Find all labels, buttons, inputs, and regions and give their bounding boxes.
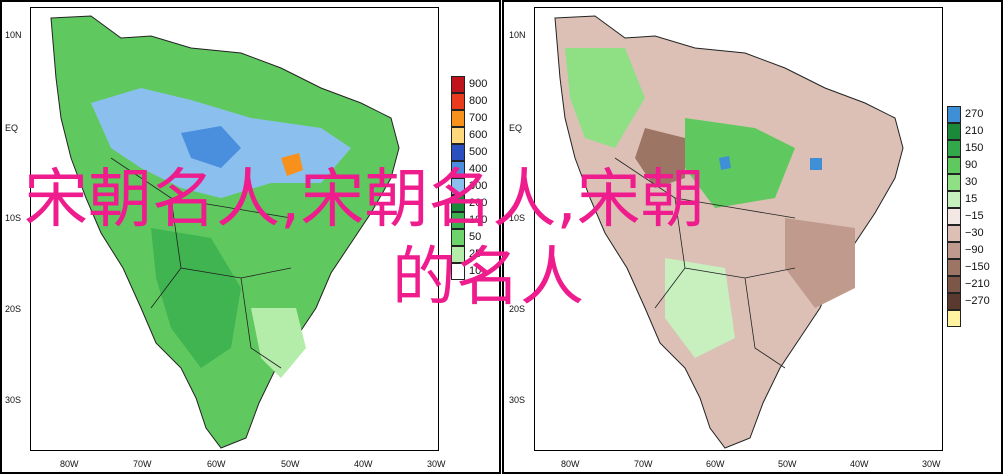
lat-label: 20S <box>509 304 526 314</box>
legend-label: −15 <box>965 210 984 222</box>
legend-swatch <box>451 93 465 110</box>
right-brown-region <box>635 128 685 188</box>
right-green-region <box>665 258 735 358</box>
right-blue-spot <box>810 158 822 170</box>
right-blue-spot <box>719 156 731 170</box>
legend-label: 30 <box>965 176 978 188</box>
left-precipitation-map <box>30 7 439 451</box>
legend-swatch <box>947 242 961 259</box>
left-landmass <box>50 15 400 449</box>
right-map-panel: 10N EQ 10S 20S 30S 80W 70W 60W 50W 40W 3… <box>502 0 1003 474</box>
legend-swatch <box>947 225 961 242</box>
legend-label: 270 <box>965 108 984 120</box>
legend-label: 800 <box>469 95 488 107</box>
legend-swatch <box>947 174 961 191</box>
left-light-green-zone <box>251 308 306 378</box>
lon-label: 60W <box>207 459 226 469</box>
lon-label: 30W <box>427 459 446 469</box>
lat-label: 30S <box>5 395 22 405</box>
left-wet-region-core <box>281 153 303 176</box>
lon-label: 80W <box>561 459 580 469</box>
legend-swatch <box>451 144 465 161</box>
lon-label: 30W <box>922 459 941 469</box>
legend-label: 210 <box>965 125 984 137</box>
right-anomaly-map <box>534 7 943 451</box>
left-wet-region-deep <box>181 126 241 168</box>
lat-label: 10N <box>509 30 526 40</box>
lon-label: 80W <box>60 459 79 469</box>
lat-label: EQ <box>509 123 523 133</box>
legend-label: 700 <box>469 112 488 124</box>
legend-swatch <box>451 195 465 212</box>
legend-swatch <box>451 212 465 229</box>
legend-swatch <box>947 106 961 123</box>
legend-label: 25 <box>469 248 482 260</box>
legend-swatch <box>947 208 961 225</box>
legend-label: −90 <box>965 244 984 256</box>
right-landmass <box>554 15 904 449</box>
legend-swatch <box>947 140 961 157</box>
legend-swatch <box>947 293 961 310</box>
legend-swatch <box>451 161 465 178</box>
legend-swatch <box>947 310 961 327</box>
legend-label: −210 <box>965 278 990 290</box>
legend-swatch <box>947 259 961 276</box>
legend-label: 15 <box>965 193 978 205</box>
legend-swatch <box>451 178 465 195</box>
lon-label: 70W <box>133 459 152 469</box>
legend-swatch <box>947 276 961 293</box>
lon-label: 40W <box>850 459 869 469</box>
legend-label: 150 <box>965 142 984 154</box>
legend-label: 50 <box>469 231 482 243</box>
right-green-region <box>685 118 795 208</box>
lon-label: 70W <box>634 459 653 469</box>
legend-label: 500 <box>469 146 488 158</box>
lat-label: 30S <box>509 395 526 405</box>
legend-label: −30 <box>965 227 984 239</box>
lat-label: 10N <box>5 30 22 40</box>
lat-label: 10S <box>509 213 526 223</box>
right-brown-region <box>785 218 855 308</box>
lon-label: 40W <box>354 459 373 469</box>
legend-label: 300 <box>469 180 488 192</box>
legend-label: 90 <box>965 159 978 171</box>
legend-swatch <box>451 127 465 144</box>
legend-swatch <box>947 191 961 208</box>
legend-label: 200 <box>469 197 488 209</box>
lon-label: 50W <box>778 459 797 469</box>
right-borders <box>614 157 796 369</box>
legend-swatch <box>451 263 465 280</box>
lat-label: 20S <box>5 304 22 314</box>
legend-label: 400 <box>469 163 488 175</box>
legend-swatch <box>947 157 961 174</box>
left-borders <box>110 157 292 369</box>
legend-swatch <box>947 123 961 140</box>
lon-label: 60W <box>706 459 725 469</box>
legend-label: 10 <box>469 265 482 277</box>
left-map-panel: 10N EQ 10S 20S 30S 80W 70W 60W 50W 40W 3… <box>0 0 501 474</box>
lon-label: 50W <box>281 459 300 469</box>
legend-label: −150 <box>965 261 990 273</box>
legend-label: 100 <box>469 214 488 226</box>
legend-label: 900 <box>469 78 488 90</box>
lat-label: 10S <box>5 213 22 223</box>
legend-label: 600 <box>469 129 488 141</box>
legend-swatch <box>451 229 465 246</box>
lat-label: EQ <box>5 123 19 133</box>
legend-label: −270 <box>965 295 990 307</box>
legend-swatch <box>451 76 465 93</box>
left-dark-green-zone <box>151 228 241 368</box>
right-green-region <box>565 48 645 148</box>
legend-swatch <box>451 110 465 127</box>
legend-swatch <box>451 246 465 263</box>
